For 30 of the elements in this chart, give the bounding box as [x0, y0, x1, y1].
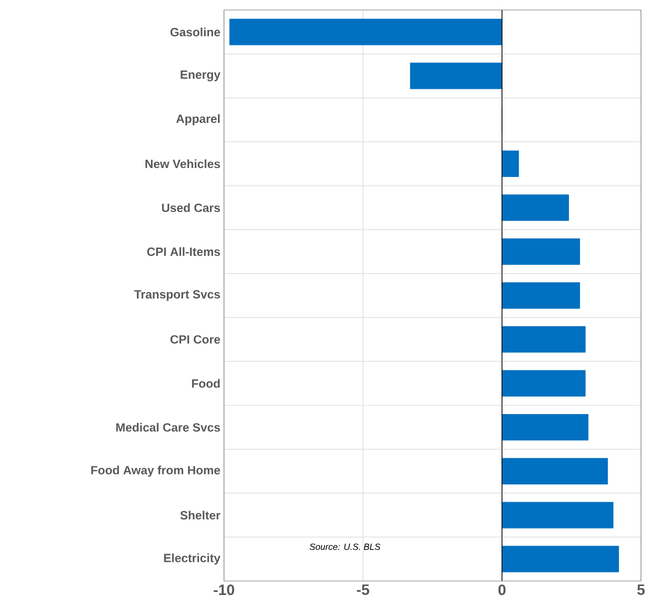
- y-tick-label: Used Cars: [162, 203, 220, 212]
- bar: [502, 458, 608, 484]
- bar: [410, 62, 502, 90]
- bar: [502, 370, 586, 397]
- x-tick-label: -10: [214, 584, 234, 596]
- bar: [229, 18, 502, 46]
- y-tick-label: Food Away from Home: [91, 466, 220, 477]
- y-tick-label: Gasoline: [170, 28, 220, 36]
- bar: [502, 326, 586, 353]
- bar: [502, 194, 569, 221]
- y-tick-label: Energy: [180, 70, 220, 82]
- y-tick-label: Medical Care Svcs: [116, 422, 220, 432]
- y-tick-label: CPI Core: [170, 335, 220, 344]
- y-tick-label: Transport Svcs: [134, 290, 220, 301]
- bar: [502, 502, 614, 528]
- x-tick-label: -5: [356, 584, 370, 595]
- x-tick-label: 0: [498, 584, 506, 596]
- y-tick-label: Food: [192, 378, 220, 388]
- bar: [502, 150, 519, 177]
- bar: [502, 414, 588, 440]
- annotation: Source: U.S. BLS: [310, 544, 380, 550]
- bar: [502, 546, 619, 572]
- bar: [502, 282, 580, 309]
- y-tick-label: Apparel: [176, 114, 220, 126]
- y-tick-label: Electricity: [164, 553, 220, 565]
- y-tick-label: New Vehicles: [146, 159, 220, 168]
- bar: [502, 238, 580, 265]
- y-tick-label: CPI All-Items: [147, 247, 220, 256]
- x-tick-label: 5: [637, 584, 645, 595]
- y-tick-label: Shelter: [180, 510, 220, 520]
